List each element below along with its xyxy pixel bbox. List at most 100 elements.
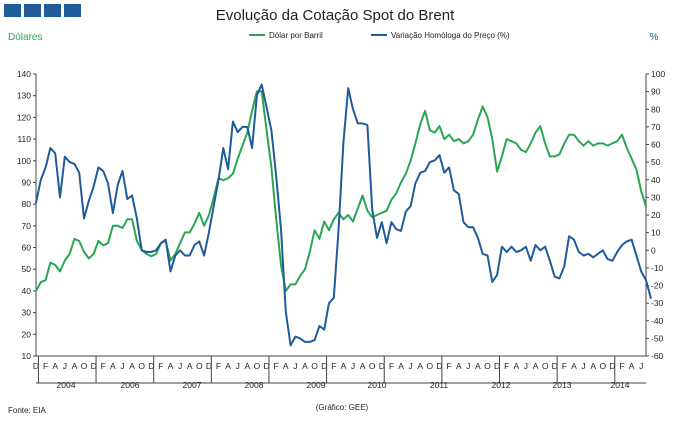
year-label: 2008 [245, 380, 264, 390]
month-tick-label: D [206, 361, 212, 371]
source-note: Fonte: EIA [8, 406, 46, 415]
month-tick-label: F [446, 361, 451, 371]
y-right-tick-label: 50 [651, 157, 661, 167]
chart-title: Evolução da Cotação Spot do Brent [216, 7, 455, 24]
month-tick-label: A [72, 361, 78, 371]
year-label: 2009 [307, 380, 326, 390]
y-axis-right-label: % [650, 32, 659, 43]
y-right-tick-label: -20 [651, 281, 664, 291]
logo-block [64, 4, 81, 17]
y-right-tick-label: 10 [651, 228, 661, 238]
month-tick-label: D [436, 361, 442, 371]
month-tick-label: F [101, 361, 106, 371]
month-tick-label: A [283, 361, 289, 371]
month-tick-label: J [466, 361, 470, 371]
y-left-tick-label: 60 [22, 243, 32, 253]
month-tick-label: F [331, 361, 336, 371]
year-label: 2011 [430, 380, 449, 390]
month-tick-label: D [609, 361, 615, 371]
month-tick-label: A [225, 361, 231, 371]
month-tick-label: D [379, 361, 385, 371]
month-tick-label: A [245, 361, 251, 371]
month-tick-label: O [311, 361, 318, 371]
y-right-tick-label: -50 [651, 333, 664, 343]
month-tick-label: F [619, 361, 624, 371]
year-label: 2013 [553, 380, 572, 390]
month-tick-label: A [590, 361, 596, 371]
y-left-tick-label: 20 [22, 329, 32, 339]
year-label: 2004 [57, 380, 76, 390]
month-tick-label: O [369, 361, 376, 371]
y-right-tick-label: -40 [651, 316, 664, 326]
month-tick-label: O [542, 361, 549, 371]
month-tick-label: O [254, 361, 261, 371]
month-tick-label: D [33, 361, 39, 371]
y-left-tick-label: 10 [22, 351, 32, 361]
month-tick-label: O [427, 361, 434, 371]
month-tick-label: F [389, 361, 394, 371]
month-tick-label: O [138, 361, 145, 371]
month-tick-label: A [513, 361, 519, 371]
y-left-tick-label: 90 [22, 177, 32, 187]
month-tick-label: A [110, 361, 116, 371]
axes: 102030405060708090100110120130140-60-50-… [17, 69, 666, 390]
month-tick-label: J [581, 361, 585, 371]
month-tick-label: A [475, 361, 481, 371]
y-right-tick-label: 90 [651, 87, 661, 97]
legend-label-dolar: Dólar por Barril [269, 31, 323, 40]
y-left-tick-label: 100 [17, 156, 31, 166]
y-right-tick-label: -10 [651, 263, 664, 273]
month-tick-label: J [293, 361, 297, 371]
month-tick-label: O [599, 361, 606, 371]
month-tick-label: A [456, 361, 462, 371]
month-tick-label: F [562, 361, 567, 371]
month-tick-label: A [571, 361, 577, 371]
month-tick-label: A [629, 361, 635, 371]
y-right-tick-label: 70 [651, 122, 661, 132]
month-tick-label: J [63, 361, 67, 371]
year-label: 2006 [121, 380, 140, 390]
month-tick-label: A [129, 361, 135, 371]
series-layer [35, 83, 652, 347]
month-tick-label: F [158, 361, 163, 371]
series-line-dolar-por-barril [35, 90, 647, 292]
month-tick-label: A [360, 361, 366, 371]
y-left-tick-label: 120 [17, 112, 31, 122]
month-tick-label: J [120, 361, 124, 371]
month-tick-label: O [81, 361, 88, 371]
year-label: 2007 [183, 380, 202, 390]
month-tick-label: F [216, 361, 221, 371]
month-tick-label: A [52, 361, 58, 371]
y-left-tick-label: 130 [17, 91, 31, 101]
y-right-tick-label: -30 [651, 298, 664, 308]
month-tick-label: A [302, 361, 308, 371]
month-tick-label: F [43, 361, 48, 371]
legend-label-variacao: Variação Homóloga do Preço (%) [391, 31, 510, 40]
chart-credit: (Gráfico: GEE) [316, 403, 369, 412]
month-tick-label: J [178, 361, 182, 371]
month-tick-label: J [351, 361, 355, 371]
y-right-tick-label: 80 [651, 104, 661, 114]
logo-block [4, 4, 21, 17]
month-tick-label: D [263, 361, 269, 371]
y-right-tick-label: 40 [651, 175, 661, 185]
y-left-tick-label: 30 [22, 308, 32, 318]
month-tick-label: A [417, 361, 423, 371]
logo-block [24, 4, 41, 17]
month-tick-label: A [533, 361, 539, 371]
y-right-tick-label: 20 [651, 210, 661, 220]
series-line-variacao-homologa [35, 83, 652, 347]
y-right-tick-label: 0 [651, 245, 656, 255]
month-tick-label: D [91, 361, 97, 371]
month-tick-label: O [484, 361, 491, 371]
month-tick-label: J [409, 361, 413, 371]
month-tick-label: D [552, 361, 558, 371]
month-tick-label: A [187, 361, 193, 371]
y-right-tick-label: 60 [651, 140, 661, 150]
y-left-tick-label: 80 [22, 199, 32, 209]
y-right-tick-label: 100 [651, 69, 665, 79]
month-tick-label: A [168, 361, 174, 371]
year-label: 2014 [611, 380, 630, 390]
y-right-tick-label: 30 [651, 192, 661, 202]
month-tick-label: F [274, 361, 279, 371]
